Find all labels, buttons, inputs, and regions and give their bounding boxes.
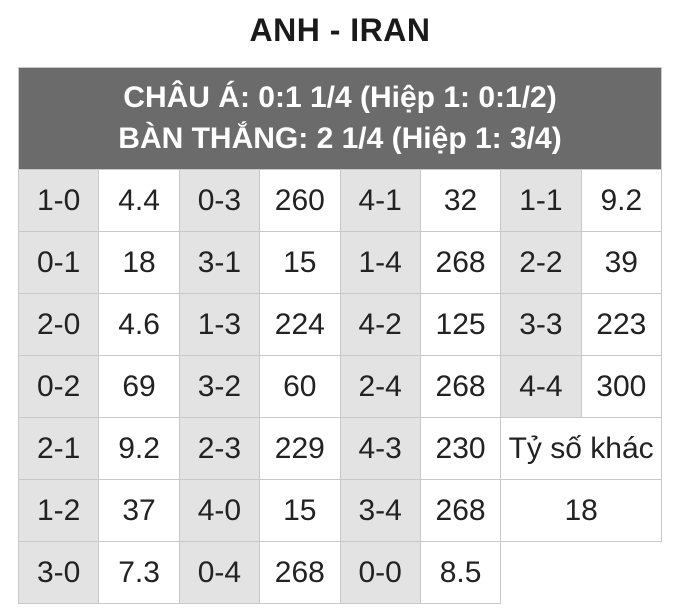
odds-cell: 224: [260, 294, 340, 356]
score-cell: 4-1: [340, 170, 420, 232]
odds-cell: 268: [420, 232, 500, 294]
score-cell: 3-4: [340, 480, 420, 542]
score-cell: 3-2: [179, 356, 259, 418]
score-cell: 4-3: [340, 418, 420, 480]
odds-cell: 268: [260, 542, 340, 604]
odds-cell: 125: [420, 294, 500, 356]
odds-cell: 229: [260, 418, 340, 480]
odds-cell: 268: [420, 356, 500, 418]
odds-table: CHÂU Á: 0:1 1/4 (Hiệp 1: 0:1/2) BÀN THẮN…: [18, 67, 662, 604]
odds-cell: 260: [260, 170, 340, 232]
score-cell: 2-2: [501, 232, 581, 294]
odds-cell: 4.6: [99, 294, 179, 356]
header-line-1: CHÂU Á: 0:1 1/4 (Hiệp 1: 0:1/2): [25, 78, 655, 119]
score-cell: 2-1: [19, 418, 99, 480]
score-cell: 1-4: [340, 232, 420, 294]
score-cell: 1-3: [179, 294, 259, 356]
header-line-2: BÀN THẮNG: 2 1/4 (Hiệp 1: 3/4): [25, 119, 655, 160]
odds-cell: 69: [99, 356, 179, 418]
table-row: 0-1183-1151-42682-239: [19, 232, 662, 294]
table-row: 2-04.61-32244-21253-3223: [19, 294, 662, 356]
odds-cell: 32: [420, 170, 500, 232]
score-cell: 4-0: [179, 480, 259, 542]
odds-cell: 15: [260, 480, 340, 542]
odds-cell: 223: [581, 294, 661, 356]
score-cell: 4-4: [501, 356, 581, 418]
score-cell: 1-2: [19, 480, 99, 542]
odds-cell: 300: [581, 356, 661, 418]
table-header-row: CHÂU Á: 0:1 1/4 (Hiệp 1: 0:1/2) BÀN THẮN…: [19, 68, 662, 170]
table-row: 1-2374-0153-426818: [19, 480, 662, 542]
odds-cell: 60: [260, 356, 340, 418]
score-cell: 0-3: [179, 170, 259, 232]
score-cell: 0-1: [19, 232, 99, 294]
score-cell: 0-0: [340, 542, 420, 604]
odds-cell: 39: [581, 232, 661, 294]
odds-cell: 15: [260, 232, 340, 294]
score-cell: 3-3: [501, 294, 581, 356]
score-cell: 4-2: [340, 294, 420, 356]
score-cell: 3-1: [179, 232, 259, 294]
table-header-cell: CHÂU Á: 0:1 1/4 (Hiệp 1: 0:1/2) BÀN THẮN…: [19, 68, 662, 170]
odds-cell: 268: [420, 480, 500, 542]
odds-cell: 7.3: [99, 542, 179, 604]
table-row: 2-19.22-32294-3230Tỷ số khác: [19, 418, 662, 480]
score-cell: 2-0: [19, 294, 99, 356]
score-cell: 2-3: [179, 418, 259, 480]
score-cell: 2-4: [340, 356, 420, 418]
odds-cell: 4.4: [99, 170, 179, 232]
odds-cell: 18: [501, 480, 662, 542]
match-title: ANH - IRAN: [18, 12, 662, 49]
odds-cell: 230: [420, 418, 500, 480]
odds-cell: 37: [99, 480, 179, 542]
score-cell: 3-0: [19, 542, 99, 604]
odds-cell: 18: [99, 232, 179, 294]
odds-cell: 8.5: [420, 542, 500, 604]
score-cell: 0-4: [179, 542, 259, 604]
table-row: 0-2693-2602-42684-4300: [19, 356, 662, 418]
score-cell: 1-1: [501, 170, 581, 232]
score-cell: 1-0: [19, 170, 99, 232]
score-cell: 0-2: [19, 356, 99, 418]
table-row: 3-07.30-42680-08.5: [19, 542, 662, 604]
odds-cell: 9.2: [581, 170, 661, 232]
odds-cell: 9.2: [99, 418, 179, 480]
odds-cell: Tỷ số khác: [501, 418, 662, 480]
table-row: 1-04.40-32604-1321-19.2: [19, 170, 662, 232]
